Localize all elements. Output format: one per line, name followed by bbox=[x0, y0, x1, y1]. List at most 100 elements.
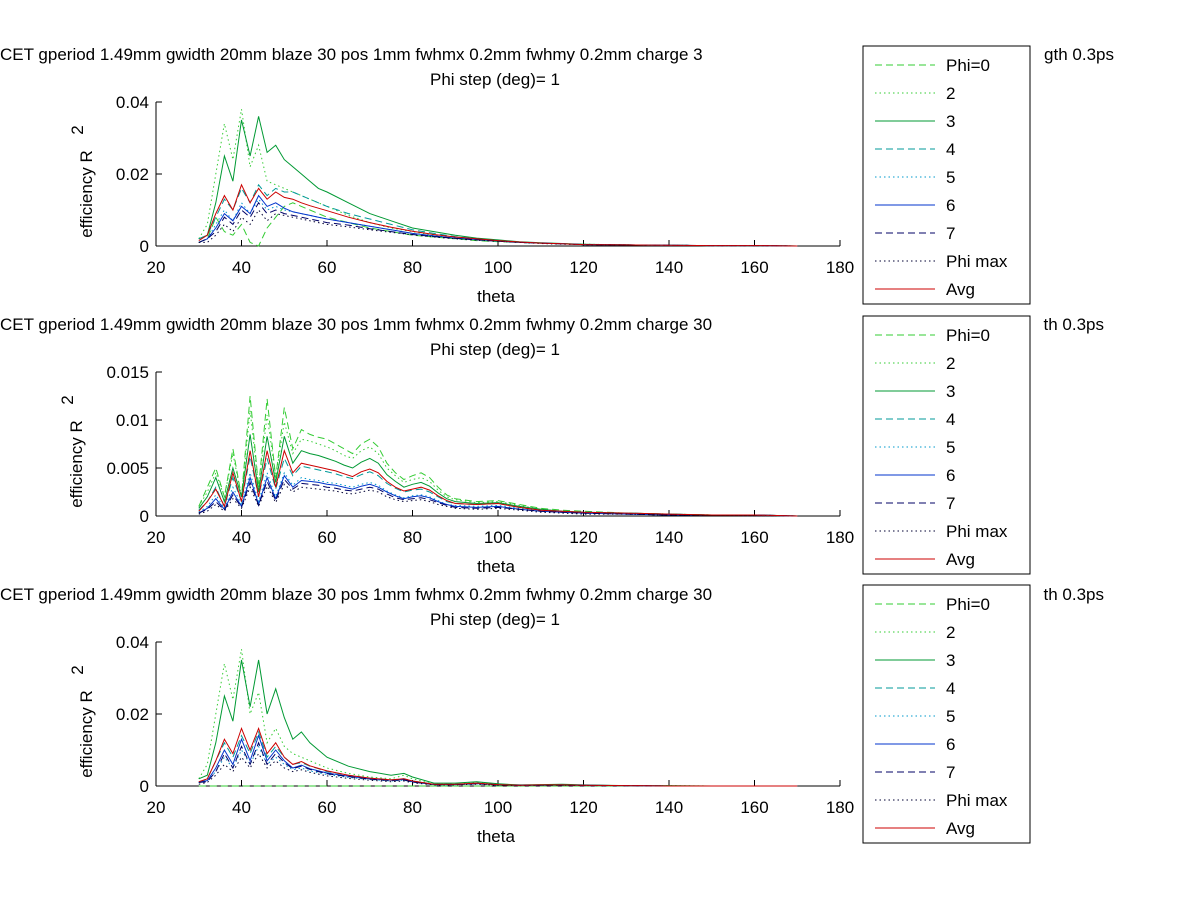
chart-2-title: CET gperiod 1.49mm gwidth 20mm blaze 30 … bbox=[0, 315, 712, 334]
chart-2-series-6-line bbox=[198, 478, 798, 517]
chart-3-y-tick-label: 0 bbox=[140, 777, 149, 796]
chart-1-series-8-line bbox=[198, 183, 798, 247]
chart-3-x-tick-label: 80 bbox=[403, 798, 422, 817]
chart-3-x-tick-label: 160 bbox=[740, 798, 768, 817]
chart-1-legend-label: 6 bbox=[946, 196, 955, 215]
chart-2-x-tick-label: 120 bbox=[569, 528, 597, 547]
chart-3-x-tick-label: 20 bbox=[147, 798, 166, 817]
chart-3-x-tick-label: 120 bbox=[569, 798, 597, 817]
chart-1-y-tick-label: 0 bbox=[140, 237, 149, 256]
chart-1-series-1-line bbox=[198, 109, 798, 247]
chart-2-series-1-line bbox=[198, 410, 798, 517]
chart-3-series-3-line bbox=[198, 730, 798, 787]
chart-2-legend-label: 2 bbox=[946, 354, 955, 373]
chart-3-x-tick-label: 140 bbox=[655, 798, 683, 817]
chart-2-legend-label: 5 bbox=[946, 438, 955, 457]
chart-3-subtitle: Phi step (deg)= 1 bbox=[430, 610, 560, 629]
chart-2-x-tick-label: 180 bbox=[826, 528, 854, 547]
chart-3-legend-label: Phi max bbox=[946, 791, 1008, 810]
chart-1-legend-label: 5 bbox=[946, 168, 955, 187]
chart-2-x-tick-label: 40 bbox=[232, 528, 251, 547]
chart-2-y-tick-label: 0.015 bbox=[106, 363, 149, 382]
chart-1-x-tick-label: 80 bbox=[403, 258, 422, 277]
chart-3-legend-label: Phi=0 bbox=[946, 595, 990, 614]
chart-1-legend bbox=[862, 45, 1031, 305]
chart-1-legend-label: Avg bbox=[946, 280, 975, 299]
chart-2-x-tick-label: 20 bbox=[147, 528, 166, 547]
chart-2-legend-label: Avg bbox=[946, 550, 975, 569]
chart-1-legend-label: 4 bbox=[946, 140, 955, 159]
chart-1-legend-label: 2 bbox=[946, 84, 955, 103]
chart-1-title-tail: gth 0.3ps bbox=[1044, 45, 1114, 64]
chart-1-legend-label: 7 bbox=[946, 224, 955, 243]
chart-3-legend-label: 3 bbox=[946, 651, 955, 670]
chart-3-y-axis-label: efficiency R bbox=[77, 690, 96, 778]
chart-1-series-3-line bbox=[198, 183, 798, 247]
chart-1-x-tick-label: 40 bbox=[232, 258, 251, 277]
chart-1-series-2-line bbox=[198, 116, 798, 247]
chart-1-x-tick-label: 180 bbox=[826, 258, 854, 277]
chart-2-x-tick-label: 80 bbox=[403, 528, 422, 547]
chart-2-legend-label: Phi max bbox=[946, 522, 1008, 541]
chart-1-x-tick-label: 120 bbox=[569, 258, 597, 277]
chart-3-x-axis-label: theta bbox=[477, 827, 515, 846]
chart-3-series-8-line bbox=[198, 726, 798, 787]
chart-2-y-tick-label: 0 bbox=[140, 507, 149, 526]
chart-2-legend-label: 4 bbox=[946, 410, 955, 429]
chart-1-x-tick-label: 140 bbox=[655, 258, 683, 277]
chart-3-y-axis-label-sup: 2 bbox=[68, 665, 87, 674]
chart-3-legend-label: 4 bbox=[946, 679, 955, 698]
chart-2-x-tick-label: 60 bbox=[318, 528, 337, 547]
chart-1-x-tick-label: 160 bbox=[740, 258, 768, 277]
chart-1-title: CET gperiod 1.49mm gwidth 20mm blaze 30 … bbox=[0, 45, 703, 64]
chart-1-x-tick-label: 60 bbox=[318, 258, 337, 277]
chart-3-x-tick-label: 60 bbox=[318, 798, 337, 817]
chart-2-subtitle: Phi step (deg)= 1 bbox=[430, 340, 560, 359]
chart-2-series-8-line bbox=[198, 449, 798, 517]
chart-1-x-tick-label: 20 bbox=[147, 258, 166, 277]
chart-2-legend-label: 7 bbox=[946, 494, 955, 513]
chart-1-y-tick-label: 0.04 bbox=[116, 93, 149, 112]
chart-2-x-tick-label: 100 bbox=[484, 528, 512, 547]
chart-1-x-tick-label: 100 bbox=[484, 258, 512, 277]
chart-3-legend bbox=[862, 584, 1031, 844]
chart-2-legend bbox=[862, 315, 1031, 575]
chart-2-x-axis-label: theta bbox=[477, 557, 515, 576]
chart-3-x-tick-label: 100 bbox=[484, 798, 512, 817]
chart-1-x-axis-label: theta bbox=[477, 287, 515, 306]
chart-2-series-2-line bbox=[198, 434, 798, 517]
chart-2-y-axis-label: efficiency R bbox=[67, 420, 86, 508]
chart-2-x-tick-label: 140 bbox=[655, 528, 683, 547]
chart-3-legend-label: 7 bbox=[946, 763, 955, 782]
chart-2-series-5-line bbox=[198, 474, 798, 517]
chart-2-title-tail: th 0.3ps bbox=[1044, 315, 1105, 334]
chart-2-legend-label: 6 bbox=[946, 466, 955, 485]
chart-3-series-7-line bbox=[198, 752, 798, 787]
chart-3-y-tick-label: 0.02 bbox=[116, 705, 149, 724]
chart-1-legend-label: 3 bbox=[946, 112, 955, 131]
chart-3-legend-label: 5 bbox=[946, 707, 955, 726]
chart-2-series-4-line bbox=[198, 470, 798, 517]
chart-3-title-tail: th 0.3ps bbox=[1044, 585, 1105, 604]
chart-1-subtitle: Phi step (deg)= 1 bbox=[430, 70, 560, 89]
chart-3-title: CET gperiod 1.49mm gwidth 20mm blaze 30 … bbox=[0, 585, 712, 604]
chart-2-series-0-line bbox=[198, 395, 798, 517]
chart-2-x-tick-label: 160 bbox=[740, 528, 768, 547]
chart-3-y-tick-label: 0.04 bbox=[116, 633, 149, 652]
chart-2-y-tick-label: 0.01 bbox=[116, 411, 149, 430]
chart-1-y-tick-label: 0.02 bbox=[116, 165, 149, 184]
chart-3-x-tick-label: 180 bbox=[826, 798, 854, 817]
chart-1-series-4-line bbox=[198, 198, 798, 247]
chart-2-y-axis-label-sup: 2 bbox=[58, 395, 77, 404]
chart-2-y-tick-label: 0.005 bbox=[106, 459, 149, 478]
chart-3-x-tick-label: 40 bbox=[232, 798, 251, 817]
chart-1-legend-label: Phi=0 bbox=[946, 56, 990, 75]
chart-2-legend-label: Phi=0 bbox=[946, 326, 990, 345]
chart-3-legend-label: Avg bbox=[946, 819, 975, 838]
chart-1-series-5-line bbox=[198, 194, 798, 247]
chart-2-legend-label: 3 bbox=[946, 382, 955, 401]
chart-1-y-axis-label: efficiency R bbox=[77, 150, 96, 238]
chart-3-legend-label: 2 bbox=[946, 623, 955, 642]
chart-3-series-2-line bbox=[198, 659, 798, 787]
